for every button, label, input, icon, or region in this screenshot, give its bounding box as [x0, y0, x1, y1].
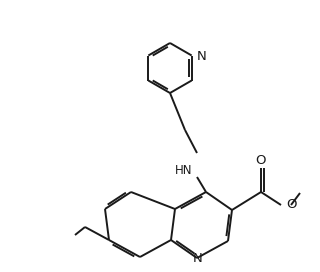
Text: HN: HN [174, 163, 192, 177]
Text: O: O [256, 154, 266, 168]
Text: N: N [193, 252, 203, 265]
Text: N: N [197, 50, 206, 63]
Text: O: O [286, 197, 297, 211]
